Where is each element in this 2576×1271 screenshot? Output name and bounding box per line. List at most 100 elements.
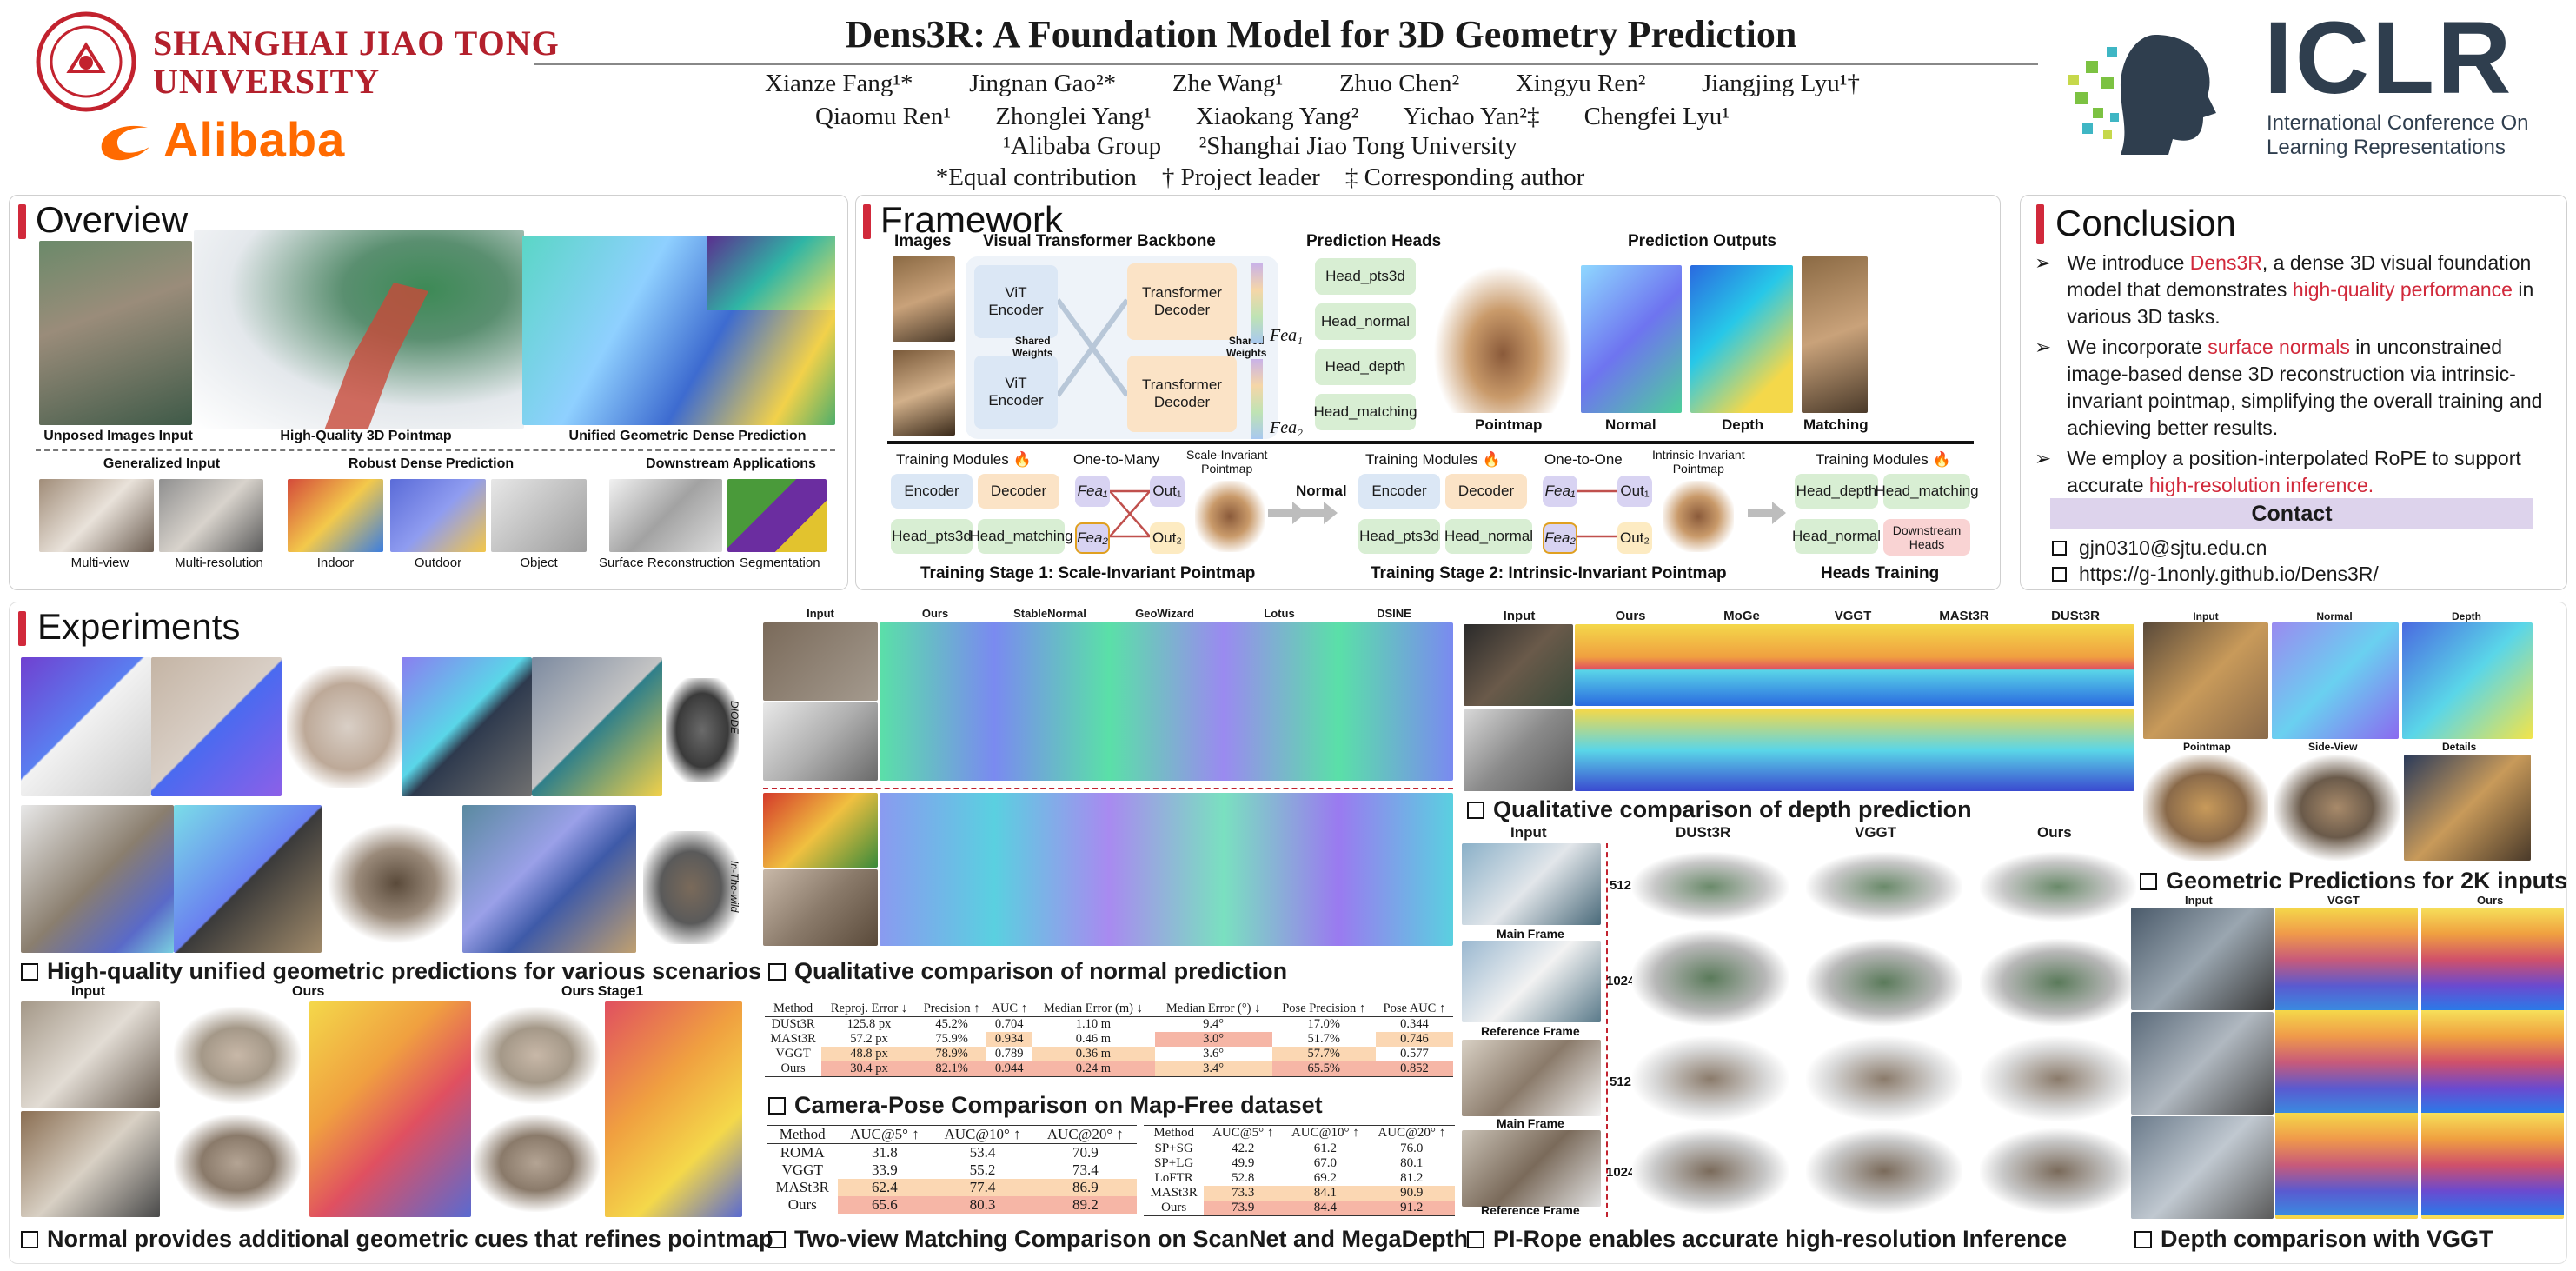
stage2-pointmap-label: Intrinsic-Invariant Pointmap	[1652, 448, 1745, 476]
contact-url-row[interactable]: https://g-1nonly.github.io/Dens3R/	[2052, 562, 2379, 586]
thumb-surface	[609, 479, 722, 552]
caption-box-icon	[2140, 872, 2157, 890]
vit-encoder-2: ViT Encoder	[974, 356, 1058, 429]
col-images: Images	[894, 232, 952, 250]
td: Ours	[780, 1061, 806, 1075]
one-to-many-arrows-icon	[1110, 489, 1150, 538]
table-row: LoFTR 52.8 69.2 81.2	[1144, 1171, 1455, 1186]
col-header: VGGT	[1855, 824, 1897, 841]
thumb-label: Multi-view	[70, 556, 129, 570]
thumb-label: Segmentation	[740, 556, 820, 570]
col-header: StableNormal	[1013, 607, 1086, 620]
td: 125.8 px	[846, 1017, 892, 1031]
refine-col-header: Ours Stage1	[561, 984, 644, 999]
feature-tokens-1	[1251, 263, 1263, 343]
section-marker	[18, 611, 26, 646]
th: Median Error (°) ↓	[1165, 1001, 1261, 1015]
result-img	[462, 805, 636, 953]
bullet-text: We introduce Dens3R, a dense 3D visual f…	[2067, 250, 2556, 330]
res-label: 512	[1610, 878, 1632, 893]
table-row: MASt3R 62.4 77.4 86.9	[767, 1179, 1137, 1196]
table-row: VGGT 48.8 px 78.9% 0.789 0.36 m 3.6° 57.7% 0.57…	[765, 1047, 1453, 1061]
stage1-pointmap-img	[1195, 481, 1265, 552]
highlight: surface normals	[2208, 336, 2350, 358]
contact-email-row[interactable]: gjn0310@sjtu.edu.cn	[2052, 536, 2267, 560]
stage3-modules-label: Training Modules 🔥	[1816, 451, 1951, 468]
result-img	[309, 1001, 471, 1217]
authors-row-2: Qiaomu Ren¹ Zhonglei Yang¹ Xiaokang Yang…	[815, 103, 1730, 131]
caption-box-icon	[21, 962, 38, 981]
stage3-downstream-heads: Downstream Heads	[1883, 519, 1970, 556]
result-img	[473, 1007, 600, 1104]
frame-label: Main Frame	[1497, 1116, 1564, 1130]
stage2-out1: Out₁	[1617, 476, 1652, 507]
thumb-label: Indoor	[316, 556, 355, 570]
pointmap-render	[194, 230, 524, 429]
table-row: DUSt3R 125.8 px 45.2% 0.704 1.10 m 9.4° 17.0% 0…	[765, 1017, 1453, 1033]
td: 82.1%	[916, 1061, 987, 1077]
k2-img	[2274, 755, 2400, 861]
normal-row-1	[880, 622, 1453, 781]
caption-box-icon	[768, 1096, 786, 1115]
stage1-decoder: Decoder	[978, 474, 1059, 509]
col-heads: Prediction Heads	[1306, 232, 1442, 250]
head-pts3d: Head_pts3d	[1315, 258, 1416, 295]
contact-email[interactable]: gjn0310@sjtu.edu.cn	[2079, 536, 2267, 559]
col-header: Input	[2185, 894, 2213, 907]
td: 30.4 px	[821, 1061, 917, 1077]
recon-img	[1980, 852, 2136, 922]
project-url[interactable]: https://g-1nonly.github.io/Dens3R/	[2079, 562, 2379, 585]
iclr-wordmark: ICLR	[2264, 1, 2514, 116]
author-notes: *Equal contribution † Project leader ‡ C…	[935, 163, 1585, 191]
recon-img	[1806, 852, 1962, 922]
th: AUC@5° ↑	[850, 1126, 920, 1142]
caption-depth: Qualitative comparison of depth predicti…	[1467, 796, 1972, 823]
frame-label: Reference Frame	[1481, 1024, 1580, 1038]
frame-img	[1462, 1040, 1601, 1116]
caption-pointmap: High-Quality 3D Pointmap	[280, 429, 452, 443]
output-label: Depth	[1722, 416, 1764, 433]
arrow-bullet-icon: ➢	[2035, 447, 2052, 469]
td: 42.2	[1232, 1141, 1255, 1155]
normal-row-2	[880, 793, 1453, 946]
k2-img	[2272, 622, 2399, 739]
stage1-head-pts3d: Head_pts3d	[891, 519, 973, 554]
td: 0.852	[1375, 1061, 1453, 1077]
col-header: Depth	[2452, 610, 2481, 622]
td: VGGT	[781, 1161, 823, 1178]
author: Xingyu Ren²	[1515, 70, 1646, 97]
td: 17.0%	[1307, 1017, 1340, 1031]
td: 70.9	[1072, 1144, 1099, 1161]
stage1-head-matching: Head_matching	[969, 519, 1073, 554]
td: 76.0	[1400, 1141, 1424, 1155]
table-row: SP+SG 42.2 61.2 76.0	[1144, 1141, 1455, 1157]
framework-panel: Framework Images Visual Transformer Back…	[855, 195, 2001, 590]
td: 53.4	[969, 1144, 996, 1161]
result-img	[21, 657, 151, 796]
table-row: Ours 73.9 84.4 91.2	[1144, 1201, 1455, 1216]
transformer-decoder-1: Transformer Decoder	[1127, 263, 1237, 340]
stage1-mapping: One-to-Many	[1073, 451, 1160, 468]
group-generalized: Generalized Input	[103, 456, 221, 471]
arrow-right-icon	[1268, 502, 1306, 524]
col-header: VGGT	[1834, 609, 1872, 623]
title-rule	[534, 63, 2038, 65]
checkbox-icon	[2052, 541, 2067, 556]
caption-box-icon	[1467, 801, 1484, 819]
stage1-fea2: Fea₂	[1075, 522, 1110, 554]
td: 0.24 m	[1032, 1061, 1155, 1077]
table-row: Ours 65.6 80.3 89.2	[767, 1196, 1137, 1214]
stage2-pointmap-img	[1663, 481, 1734, 552]
td: 0.344	[1400, 1017, 1429, 1031]
caption-vggt: Depth comparison with VGGT	[2134, 1226, 2493, 1253]
col-header: MASt3R	[1939, 609, 1989, 623]
feature-tokens-2	[1251, 359, 1263, 439]
stage1-pointmap-label: Scale-Invariant Pointmap	[1186, 448, 1268, 476]
framework-rule	[887, 441, 1974, 444]
input-image-2	[893, 350, 955, 436]
text: in various 3D tasks.	[2067, 278, 2534, 328]
result-img	[21, 805, 174, 953]
td: 65.6	[838, 1196, 932, 1214]
table-row: Ours 30.4 px 82.1% 0.944 0.24 m 3.4° 65.5% 0.85…	[765, 1061, 1453, 1077]
td: 3.0°	[1154, 1032, 1272, 1047]
